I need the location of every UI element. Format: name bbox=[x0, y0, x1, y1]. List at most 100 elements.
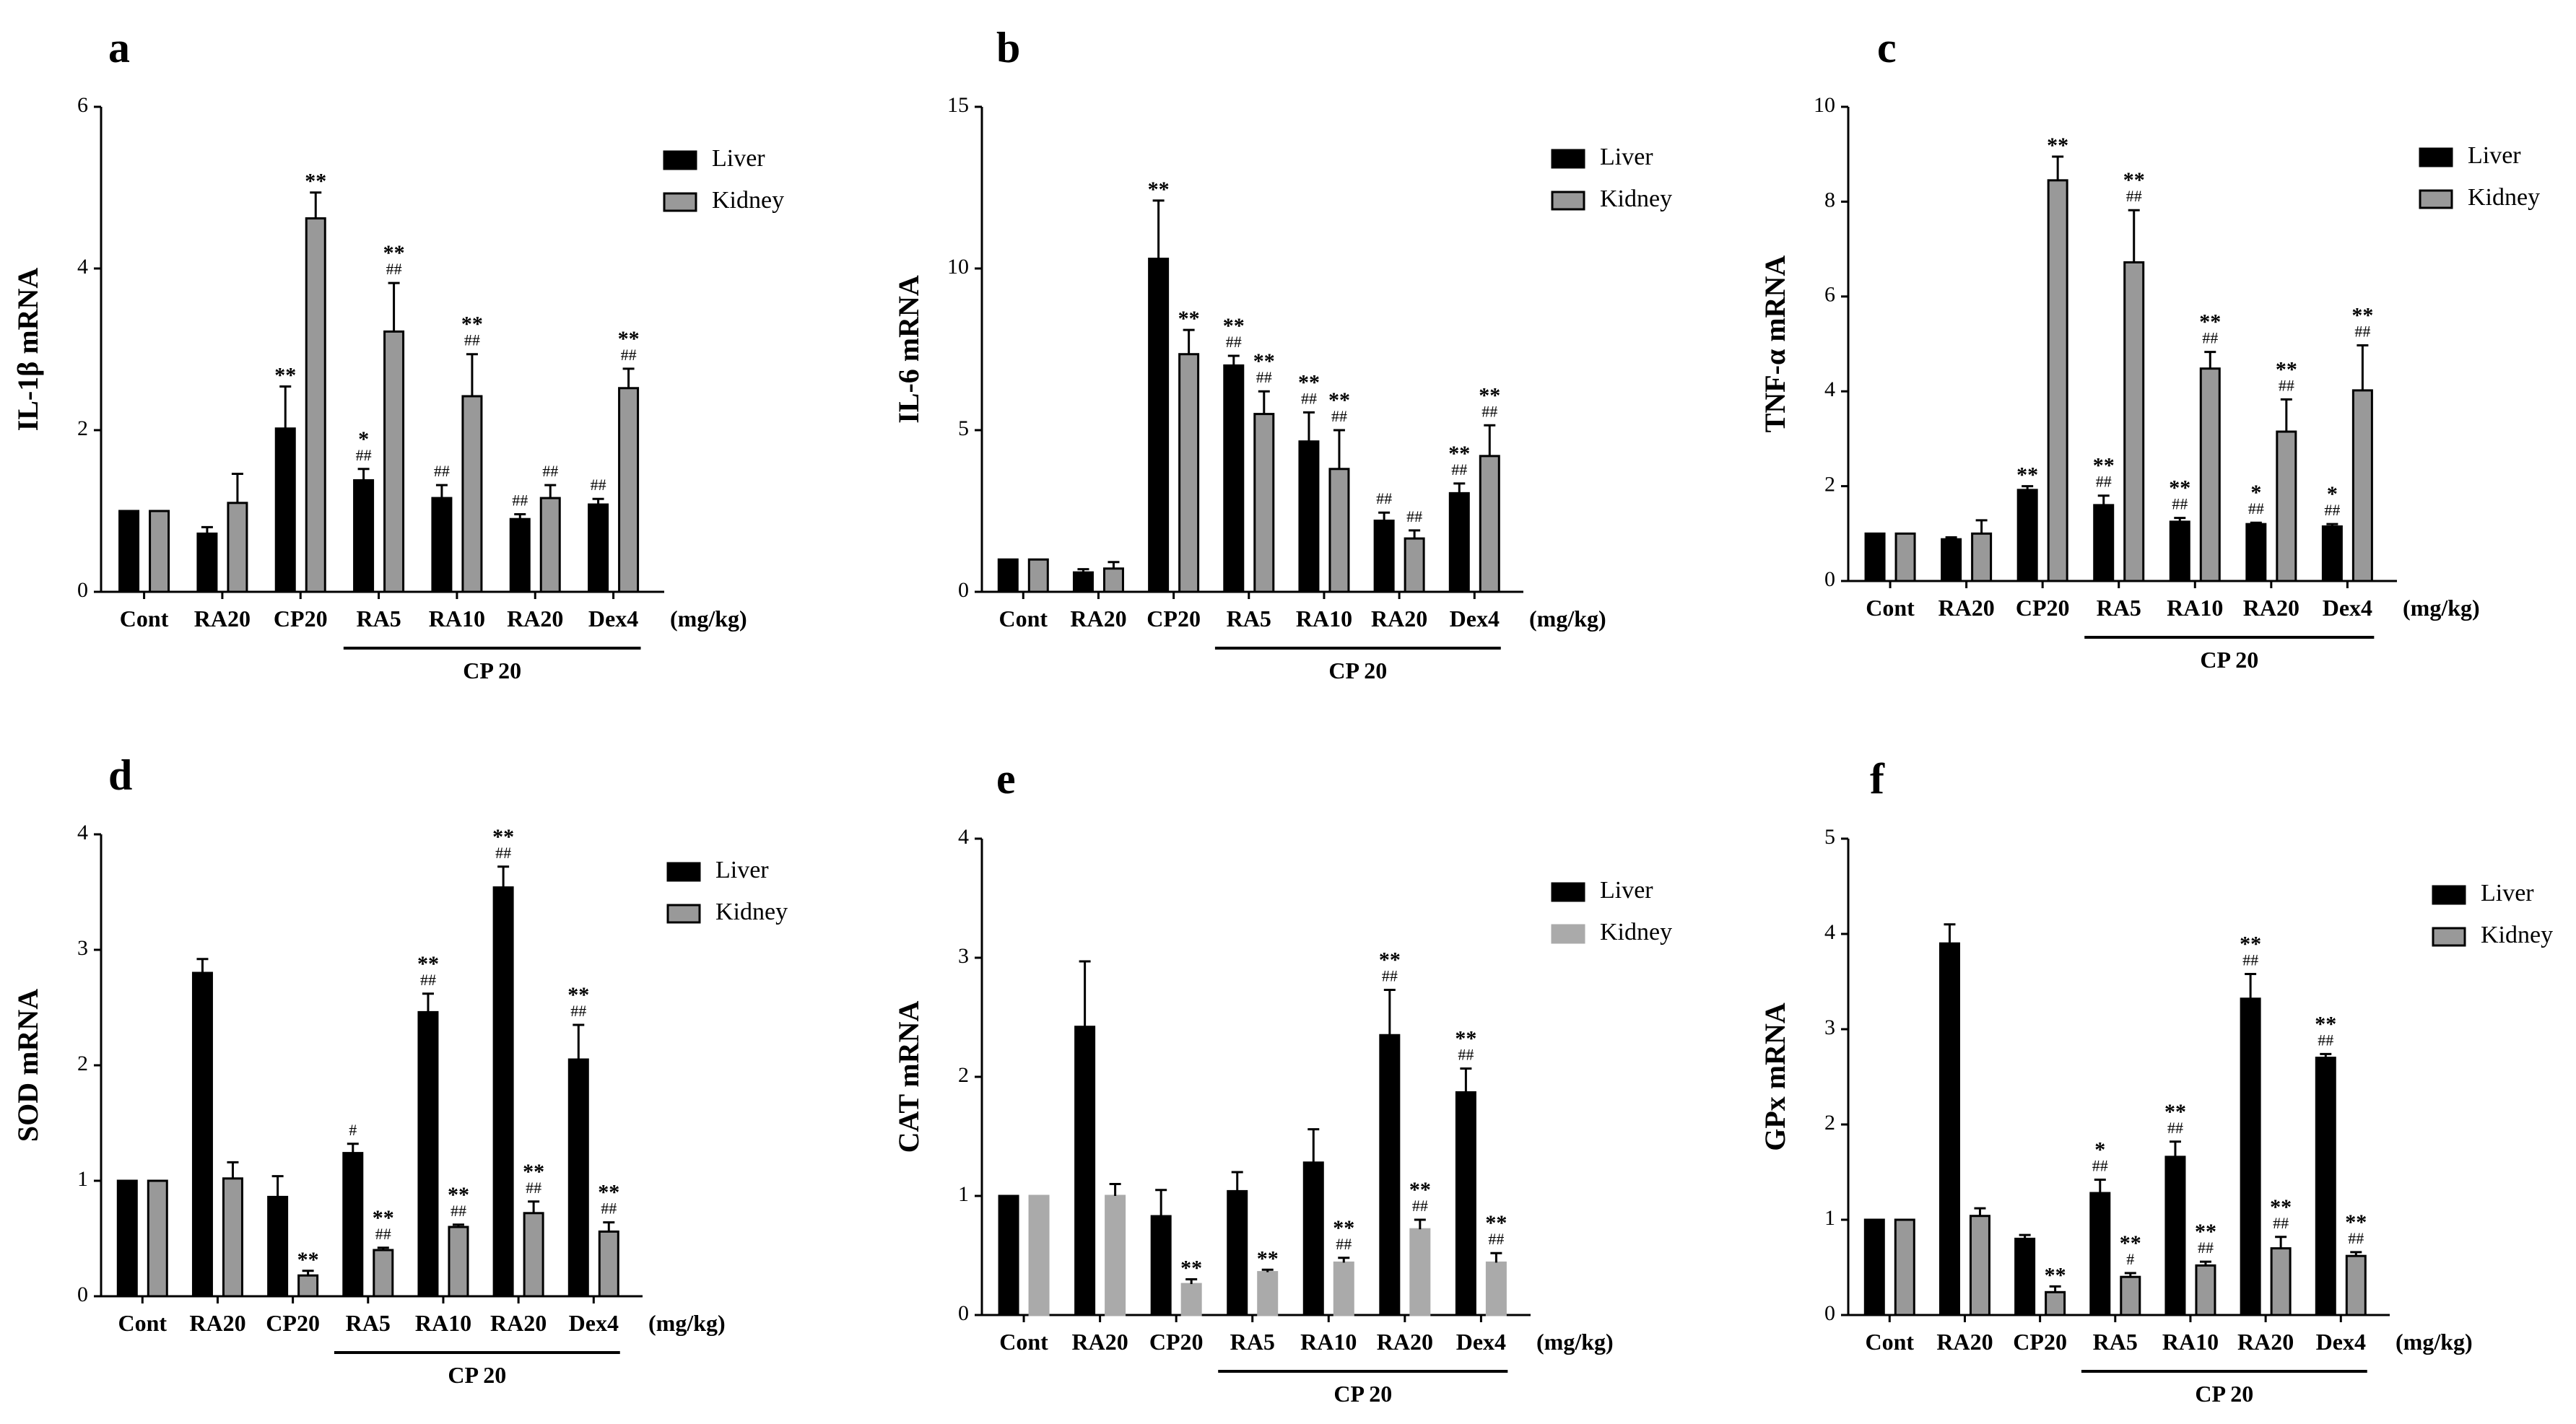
significance-star: ** bbox=[523, 1160, 544, 1184]
category-label: RA20 bbox=[189, 1310, 245, 1336]
significance-star: ** bbox=[2045, 1263, 2066, 1287]
y-tick-label: 1 bbox=[1824, 1206, 1835, 1230]
bar-kidney bbox=[2120, 1275, 2141, 1316]
significance-hash: ## bbox=[2248, 499, 2264, 517]
significance-star: ** bbox=[2345, 1210, 2367, 1234]
category-label: RA20 bbox=[1070, 606, 1126, 632]
category-label: RA5 bbox=[1227, 606, 1271, 632]
bar-kidney bbox=[2270, 1247, 2292, 1316]
significance-star: * bbox=[358, 427, 369, 451]
legend-swatch-liver bbox=[2432, 885, 2466, 905]
category-label: CP20 bbox=[1146, 606, 1201, 632]
significance-star: ** bbox=[461, 313, 483, 336]
category-label: RA10 bbox=[2162, 1329, 2219, 1355]
bar-liver bbox=[1223, 364, 1245, 593]
significance-star: ** bbox=[1479, 383, 1500, 407]
bar-kidney bbox=[1105, 1194, 1126, 1316]
significance-star: ** bbox=[2123, 168, 2145, 192]
bar-liver bbox=[567, 1058, 589, 1298]
bar-liver bbox=[353, 479, 375, 593]
panel-letter: c bbox=[1877, 24, 1897, 71]
legend-swatch-liver bbox=[666, 862, 701, 882]
legend-label-kidney: Kidney bbox=[2468, 184, 2540, 211]
significance-star: ** bbox=[618, 327, 640, 351]
significance-hash: ## bbox=[2198, 1239, 2214, 1257]
bar-liver bbox=[1938, 942, 1960, 1316]
significance-star: ** bbox=[2195, 1220, 2216, 1244]
group-label: CP 20 bbox=[463, 658, 521, 683]
significance-star: ** bbox=[2169, 476, 2190, 500]
significance-hash: ## bbox=[356, 446, 372, 464]
significance-star: ** bbox=[2199, 310, 2221, 334]
bar-liver bbox=[492, 886, 514, 1298]
bar-kidney bbox=[1102, 567, 1124, 593]
unit-label: (mg/kg) bbox=[1529, 606, 1606, 632]
group-label: CP 20 bbox=[1333, 1381, 1392, 1407]
panel-letter: b bbox=[996, 24, 1020, 71]
significance-hash: ## bbox=[451, 1202, 466, 1220]
significance-hash: ## bbox=[1336, 1235, 1352, 1253]
category-label: Dex4 bbox=[569, 1310, 619, 1336]
bar-liver bbox=[998, 1194, 1019, 1316]
legend-swatch-liver bbox=[1551, 882, 1585, 902]
y-tick-label: 0 bbox=[77, 1283, 88, 1306]
significance-hash: ## bbox=[542, 462, 558, 480]
category-label: RA10 bbox=[1300, 1329, 1357, 1355]
y-tick-label: 1 bbox=[958, 1182, 969, 1206]
bar-liver bbox=[2014, 1237, 2036, 1316]
bar-kidney bbox=[297, 1274, 319, 1298]
legend-swatch-liver bbox=[2419, 147, 2453, 167]
bar-kidney bbox=[618, 387, 640, 593]
significance-hash: ## bbox=[2318, 1031, 2333, 1049]
unit-label: (mg/kg) bbox=[1536, 1329, 1614, 1355]
category-label: Cont bbox=[1866, 1329, 1915, 1355]
bar-kidney bbox=[1409, 1228, 1431, 1316]
bar-liver bbox=[2089, 1192, 2111, 1316]
bar-liver bbox=[1074, 1026, 1096, 1316]
significance-star: ** bbox=[2016, 463, 2038, 487]
significance-hash: ## bbox=[1488, 1230, 1504, 1248]
bar-kidney bbox=[598, 1230, 619, 1298]
category-label: CP20 bbox=[2013, 1329, 2067, 1355]
significance-hash: ## bbox=[2279, 376, 2294, 394]
significance-hash: # bbox=[349, 1121, 357, 1139]
significance-star: ** bbox=[305, 170, 326, 193]
y-axis-label: CAT mRNA bbox=[892, 1001, 925, 1153]
bar-liver bbox=[1302, 1161, 1324, 1316]
bar-kidney bbox=[1894, 532, 1916, 582]
bar-liver bbox=[1864, 532, 1886, 582]
panel-letter: f bbox=[1870, 755, 1885, 803]
category-label: Cont bbox=[1866, 595, 1915, 621]
significance-hash: ## bbox=[526, 1179, 541, 1197]
significance-hash: ## bbox=[570, 1002, 586, 1020]
y-tick-label: 10 bbox=[947, 255, 969, 279]
category-label: RA20 bbox=[1936, 1329, 1993, 1355]
significance-hash: ## bbox=[1331, 407, 1347, 425]
legend-label-liver: Liver bbox=[2481, 880, 2534, 907]
category-label: RA20 bbox=[194, 606, 251, 632]
y-tick-label: 3 bbox=[1824, 1015, 1835, 1039]
y-tick-label: 2 bbox=[1824, 1111, 1835, 1135]
bar-kidney bbox=[149, 510, 170, 593]
y-tick-label: 4 bbox=[1824, 920, 1835, 944]
bar-liver bbox=[2093, 504, 2115, 582]
bar-liver bbox=[274, 427, 296, 593]
significance-star: ** bbox=[492, 825, 514, 849]
significance-star: ** bbox=[1328, 388, 1350, 412]
bar-liver bbox=[2016, 489, 2038, 582]
significance-star: ** bbox=[2047, 134, 2068, 157]
y-tick-label: 5 bbox=[1824, 825, 1835, 849]
y-axis-label: TNF-α mRNA bbox=[1759, 255, 1791, 433]
significance-star: ** bbox=[1223, 314, 1245, 338]
significance-star: ** bbox=[1379, 948, 1401, 972]
legend-swatch-kidney bbox=[2419, 189, 2453, 209]
category-label: RA5 bbox=[356, 606, 401, 632]
y-tick-label: 4 bbox=[1824, 377, 1835, 401]
legend-swatch-liver bbox=[663, 150, 697, 170]
bar-kidney bbox=[2123, 261, 2145, 582]
y-tick-label: 2 bbox=[1824, 472, 1835, 496]
significance-star: ** bbox=[448, 1183, 469, 1207]
